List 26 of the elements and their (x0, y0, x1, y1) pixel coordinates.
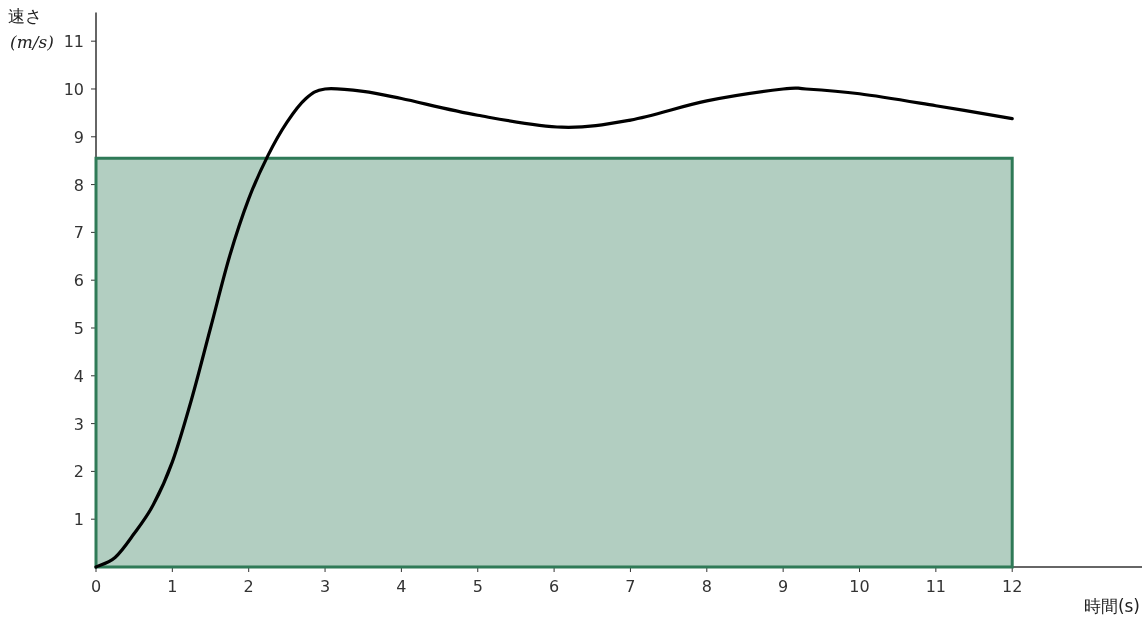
x-tick-label: 11 (925, 577, 947, 596)
x-tick-label: 9 (778, 577, 789, 596)
y-tick-label: 3 (73, 414, 84, 434)
x-tick-label: 3 (319, 577, 331, 596)
x-tick-label: 2 (243, 577, 254, 596)
x-axis-title: 時間(s) (1083, 596, 1140, 616)
y-tick-label: 8 (73, 175, 84, 195)
x-tick-label: 6 (549, 577, 560, 596)
y-axis-title: 速さ(m/s) (8, 6, 54, 52)
y-tick-label: 10 (63, 79, 84, 99)
x-tick-label: 12 (1002, 577, 1023, 596)
y-tick-label: 5 (73, 318, 84, 338)
y-tick-label: 9 (73, 127, 84, 147)
x-tick-label: 5 (472, 577, 483, 596)
x-tick-label: 10 (849, 577, 870, 596)
x-tick-label: 4 (396, 577, 407, 596)
y-tick-label: 4 (73, 366, 84, 386)
y-tick-label: 11 (63, 32, 84, 52)
x-tick-label: 0 (90, 577, 102, 596)
x-tick-label: 7 (625, 577, 636, 596)
y-tick-label: 6 (73, 271, 84, 291)
y-tick-label: 2 (73, 462, 84, 482)
y-tick-label: 1 (73, 510, 84, 530)
x-tick-label: 1 (167, 577, 178, 596)
y-tick-label: 7 (73, 223, 84, 243)
x-tick-label: 8 (701, 577, 712, 596)
